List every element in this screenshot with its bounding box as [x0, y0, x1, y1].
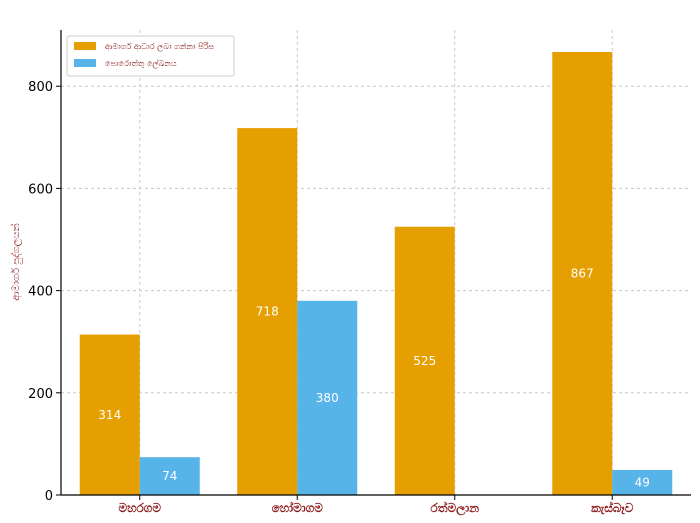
y-axis-title: ආමාර්ග පුද්ගලයන් [9, 223, 22, 300]
y-tick-label: 600 [28, 182, 53, 197]
data-label: 49 [635, 475, 650, 489]
legend-box [66, 35, 235, 77]
data-label: 525 [413, 354, 436, 368]
x-tick-label: මහරගම [118, 501, 161, 515]
bars [79, 51, 673, 495]
y-tick-label: 200 [28, 387, 53, 402]
legend-swatch [74, 59, 96, 67]
bar [612, 469, 673, 495]
bar [394, 226, 455, 495]
bar [237, 128, 298, 495]
y-tick-label: 800 [28, 80, 53, 95]
legend-swatch [74, 42, 96, 50]
x-tick-label: රත්මලාන [431, 501, 480, 517]
data-label: 74 [162, 469, 177, 483]
data-label: 867 [571, 266, 594, 280]
x-tick-label: කැස්බෑව [590, 501, 634, 515]
axes [56, 30, 691, 500]
labels: 0 200 400 600 800 මහරගම හෝමාගම රත්මලාන කැස්බෑව 31… [28, 80, 650, 517]
bar [139, 457, 200, 495]
legend-label: පොරොත්තු ලේඛනය [105, 58, 177, 69]
data-label: 718 [256, 305, 279, 319]
y-tick-label: 0 [45, 489, 53, 504]
bar [552, 51, 613, 495]
y-tick-label: 400 [28, 285, 53, 300]
data-label: 380 [316, 391, 339, 405]
x-tick-label: හෝමාගම [272, 501, 324, 515]
data-label: 314 [98, 408, 121, 422]
legend-label: ආමාර්ග ආධාර ලබා ගන්නා පිරිස [105, 41, 214, 52]
bar [297, 300, 358, 495]
bar [79, 334, 140, 495]
legend: ආමාර්ග ආධාර ලබා ගන්නා පිරිස පොරොත්තු ලේඛන… [66, 35, 235, 77]
